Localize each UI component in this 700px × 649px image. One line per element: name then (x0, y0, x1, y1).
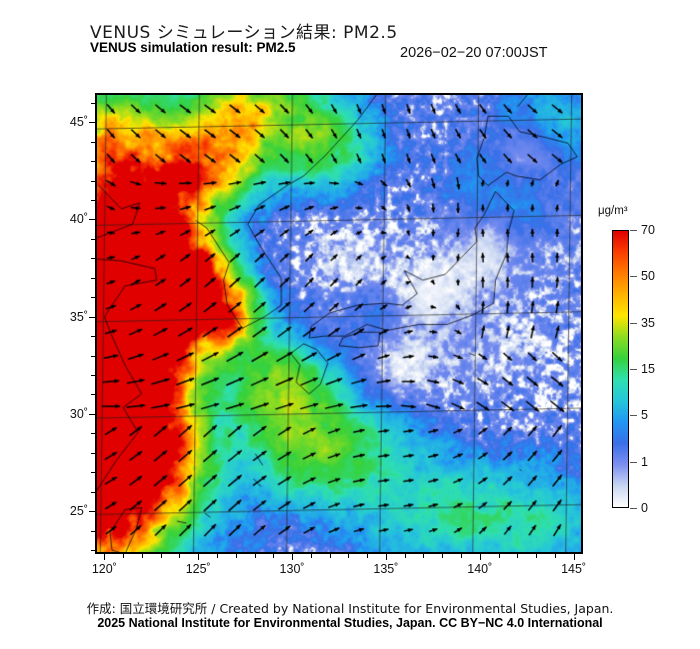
y-axis-tick (89, 316, 95, 318)
x-axis-tick (198, 554, 200, 560)
y-axis-tick (91, 336, 95, 338)
page-title-english: VENUS simulation result: PM2.5 (90, 40, 296, 55)
y-axis-tick (91, 550, 95, 552)
map-plot-area[interactable] (95, 93, 583, 554)
credit-line-japanese: 作成: 国立環境研究所 / Created by National Instit… (86, 601, 614, 616)
colorbar-tick (630, 322, 637, 324)
x-axis-tick (254, 554, 256, 558)
x-axis-tick (348, 554, 350, 558)
y-axis-label: 40˚ (69, 212, 88, 227)
y-axis-label: 25˚ (69, 504, 88, 519)
x-axis-tick (442, 554, 444, 558)
y-axis-tick (91, 102, 95, 104)
colorbar-tick (630, 276, 637, 278)
y-axis-tick (89, 122, 95, 124)
colorbar-tick (630, 230, 637, 231)
simulation-datetime: 2026−02−20 07:00JST (400, 45, 548, 61)
x-axis-tick (479, 554, 481, 560)
y-axis-tick (91, 394, 95, 396)
colorbar-tick (630, 369, 637, 370)
x-axis-tick (554, 554, 556, 558)
y-axis-tick (91, 530, 95, 532)
y-axis-tick (91, 161, 95, 163)
x-axis-tick (235, 554, 237, 558)
y-axis-label: 45˚ (69, 115, 88, 130)
x-axis-tick (423, 554, 425, 558)
y-axis-tick (91, 141, 95, 143)
pm25-concentration-heatmap (97, 95, 581, 552)
colorbar-tick-label: 50 (641, 269, 655, 284)
x-axis-tick (160, 554, 162, 558)
y-axis-label: 30˚ (69, 406, 88, 421)
colorbar-tick (630, 415, 637, 417)
x-axis-tick (385, 554, 387, 560)
x-axis-tick (273, 554, 275, 558)
x-axis-tick (404, 554, 406, 558)
x-axis-tick (517, 554, 519, 558)
colorbar-tick-label: 5 (641, 408, 648, 423)
colorbar-unit-label: μg/m³ (598, 205, 628, 217)
y-axis-tick (89, 511, 95, 513)
y-axis-tick (91, 277, 95, 279)
page-title-japanese: VENUS シミュレーション結果: PM2.5 (90, 23, 398, 43)
colorbar-tick-label: 1 (641, 454, 648, 469)
x-axis-tick (367, 554, 369, 558)
x-axis-tick (329, 554, 331, 558)
colorbar-tick-label: 35 (641, 315, 655, 330)
y-axis-label: 35˚ (69, 309, 88, 324)
x-axis-tick (573, 554, 575, 560)
x-axis-tick (498, 554, 500, 558)
y-axis-tick (91, 452, 95, 454)
y-axis-tick (91, 355, 95, 357)
x-axis-tick (179, 554, 181, 558)
y-axis-tick (91, 238, 95, 240)
x-axis-tick (104, 554, 106, 560)
y-axis-tick (89, 413, 95, 415)
x-axis-tick (536, 554, 538, 558)
y-axis-tick (91, 297, 95, 299)
colorbar-tick-label: 70 (641, 223, 655, 237)
colorbar-tick-label: 15 (641, 362, 655, 376)
y-axis-tick (89, 219, 95, 221)
credit-line-license: 2025 National Institute for Environmenta… (97, 616, 603, 630)
x-axis-label: 145˚ (561, 562, 587, 576)
y-axis-tick (91, 180, 95, 182)
colorbar-gradient (612, 230, 629, 508)
colorbar-tick (630, 508, 637, 509)
y-axis-tick (91, 472, 95, 474)
x-axis-label: 130˚ (279, 562, 305, 576)
x-axis-tick (292, 554, 294, 560)
x-axis-label: 120˚ (91, 562, 117, 576)
y-axis-tick (91, 258, 95, 260)
colorbar-tick-label: 0 (641, 501, 648, 515)
y-axis-tick (91, 433, 95, 435)
x-axis-label: 140˚ (467, 562, 493, 576)
y-axis-tick (91, 491, 95, 493)
x-axis-tick (141, 554, 143, 558)
colorbar-tick (630, 461, 637, 463)
x-axis-tick (461, 554, 462, 558)
x-axis-label: 125˚ (185, 562, 211, 576)
x-axis-tick (217, 554, 218, 558)
x-axis-tick (123, 554, 125, 558)
x-axis-label: 135˚ (373, 562, 399, 576)
y-axis-tick (91, 199, 95, 201)
y-axis-tick (91, 375, 95, 377)
x-axis-tick (310, 554, 312, 558)
